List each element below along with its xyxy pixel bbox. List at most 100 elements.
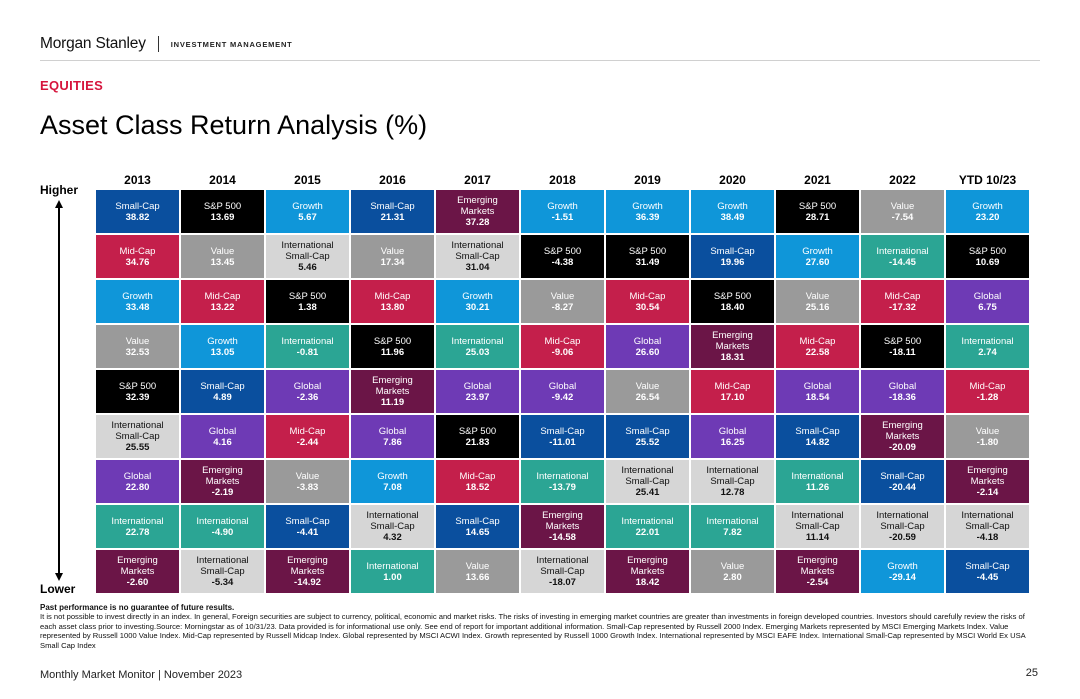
return-value: -2.14 [976,487,999,498]
asset-class-label: Small-Cap [710,245,755,257]
return-value: 2.74 [978,346,997,358]
return-value: 25.16 [805,301,830,313]
return-value: 18.40 [720,301,745,313]
grid-cell: Growth 33.48 [96,280,179,323]
asset-class-label: International [961,335,1014,347]
grid-cell: Growth -29.14 [861,550,944,593]
page-title: Asset Class Return Analysis (%) [40,110,428,140]
grid-cell: Small-Cap 14.82 [776,415,859,458]
return-value: -17.32 [889,301,916,313]
return-value: 26.54 [635,391,660,403]
asset-class-label: Growth [632,200,663,212]
return-value: 25.55 [125,442,150,453]
return-value: -2.36 [296,391,319,403]
grid-cell: Small-Cap 38.82 [96,190,179,233]
asset-class-label: Emerging Markets [287,555,328,577]
header-rule [40,60,1040,61]
grid-cell: Value 25.16 [776,280,859,323]
grid-cell: International 11.26 [776,460,859,503]
asset-class-label: Value [805,290,830,302]
asset-class-label: Small-Cap [880,470,925,482]
asset-class-label: Value [720,560,745,572]
grid-cell: Small-Cap 19.96 [691,235,774,278]
return-value: 16.25 [720,436,745,448]
grid-cell: Small-Cap 21.31 [351,190,434,233]
year-header-row: 2013 2014 2015 2016 2017 2018 2019 2020 2021 2022… [96,173,1026,189]
return-value: 30.21 [465,301,490,313]
return-value: 23.97 [465,391,490,403]
grid-cell: International Small-Cap 5.46 [266,235,349,278]
section-label: EQUITIES [40,78,104,93]
return-value: -20.09 [889,442,916,453]
grid-cell: Emerging Markets -14.92 [266,550,349,593]
asset-class-label: S&P 500 [713,290,752,302]
asset-class-label: Mid-Cap [714,380,751,392]
asset-class-label: S&P 500 [118,380,157,392]
footer-text: Monthly Market Monitor | November 2023 [40,669,243,681]
asset-class-label: Value [890,200,915,212]
grid-cell: Value -3.83 [266,460,349,503]
year-header: 2016 [379,173,406,187]
asset-class-label: Global [293,380,322,392]
return-value: 32.53 [125,346,150,358]
asset-class-label: S&P 500 [288,290,327,302]
asset-class-label: International Small-Cap [621,465,674,487]
asset-class-label: Growth [547,200,578,212]
return-value: 22.78 [125,526,150,538]
asset-class-label: International Small-Cap [876,510,929,532]
return-value: 1.38 [298,301,317,313]
asset-class-label: Small-Cap [455,515,500,527]
asset-class-label: Value [550,290,575,302]
return-value: 22.58 [805,346,830,358]
asset-class-label: Emerging Markets [712,330,753,352]
return-value: 6.75 [978,301,997,313]
grid-cell: Growth 13.05 [181,325,264,368]
return-value: 18.42 [635,577,660,588]
asset-class-label: Mid-Cap [459,470,496,482]
asset-class-label: Growth [462,290,493,302]
grid-cell: Value 2.80 [691,550,774,593]
grid-cell: International 22.78 [96,505,179,548]
asset-class-label: S&P 500 [458,425,497,437]
grid-cell: Value -7.54 [861,190,944,233]
asset-class-label: Mid-Cap [204,290,241,302]
brand-header: Morgan Stanley INVESTMENT MANAGEMENT [40,35,293,53]
asset-class-label: Small-Cap [200,380,245,392]
asset-class-label: Small-Cap [965,560,1010,572]
grid-cell: Global 7.86 [351,415,434,458]
return-value: -2.44 [296,436,319,448]
axis-arrow-line [58,207,60,575]
return-value: -2.54 [806,577,829,588]
asset-class-label: Mid-Cap [289,425,326,437]
return-value: -11.01 [549,436,576,448]
asset-class-label: International [536,470,589,482]
grid-cell: International 22.01 [606,505,689,548]
grid-cell: Mid-Cap 13.80 [351,280,434,323]
grid-cell: International 2.74 [946,325,1029,368]
return-value: 5.67 [298,211,317,223]
return-value: 36.39 [635,211,660,223]
asset-class-label: Value [295,470,320,482]
return-value: -4.41 [296,526,319,538]
grid-cell: S&P 500 13.69 [181,190,264,233]
asset-class-label: Emerging Markets [117,555,158,577]
return-value: -1.51 [551,211,574,223]
return-value: 11.19 [380,397,405,408]
asset-class-label: Global [123,470,152,482]
return-value: 18.31 [720,352,745,363]
year-header: 2018 [549,173,576,187]
return-value: 7.08 [383,481,402,493]
return-value: 11.26 [805,481,830,493]
return-value: 25.52 [635,436,660,448]
year-header: 2015 [294,173,321,187]
return-value: 18.54 [805,391,830,403]
asset-class-label: Small-Cap [540,425,585,437]
year-header: 2019 [634,173,661,187]
grid-cell: Growth 36.39 [606,190,689,233]
asset-class-label: Emerging Markets [967,465,1008,487]
asset-class-label: Emerging Markets [202,465,243,487]
return-value: 4.32 [383,532,402,543]
grid-cell: Emerging Markets 18.31 [691,325,774,368]
grid-cell: Mid-Cap 13.22 [181,280,264,323]
grid-cell: Growth 30.21 [436,280,519,323]
